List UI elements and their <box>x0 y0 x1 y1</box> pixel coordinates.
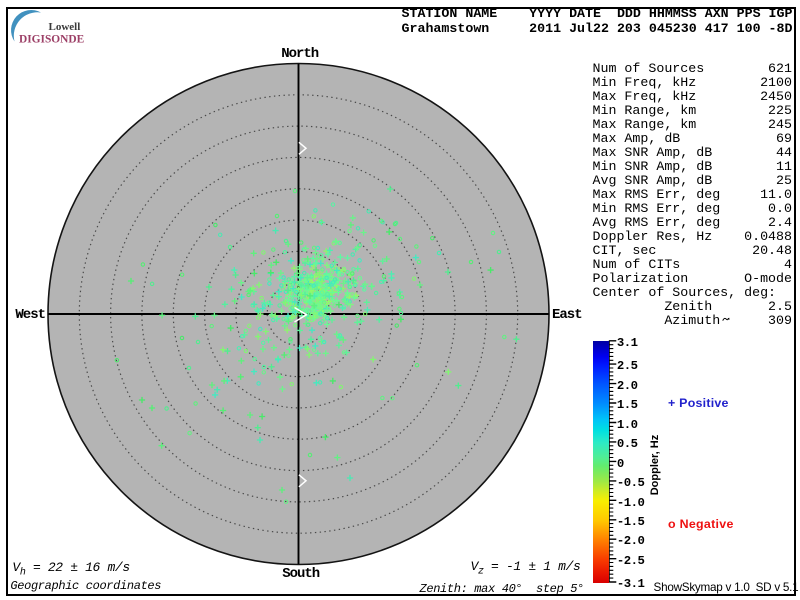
svg-text:Lowell: Lowell <box>49 21 81 33</box>
svg-text:DIGISONDE: DIGISONDE <box>19 34 85 46</box>
